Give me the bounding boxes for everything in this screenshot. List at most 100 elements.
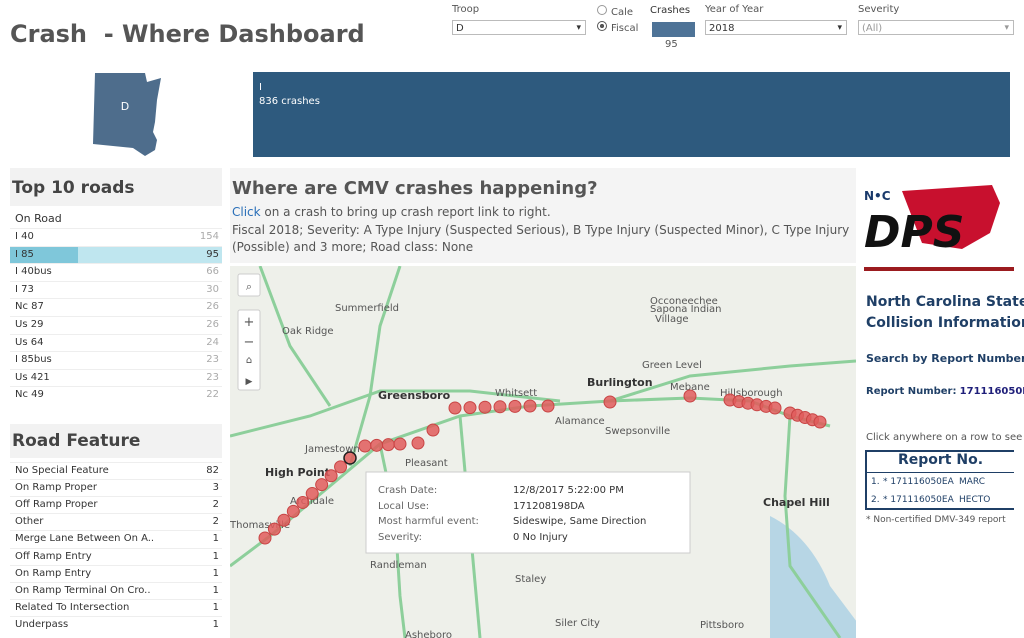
list-row[interactable]: Underpass 1 (10, 615, 222, 633)
list-row[interactable]: Nc 49 22 (10, 386, 222, 403)
troop-map[interactable]: D (85, 70, 165, 160)
report-row[interactable]: 1. * 171116050EA MARC (867, 473, 1014, 491)
troop-shape[interactable] (93, 73, 161, 156)
report-cell: HECTO (959, 495, 991, 505)
divider (864, 267, 1014, 271)
row-label: Us 421 (15, 371, 50, 383)
crash-point[interactable] (683, 389, 697, 403)
report-row[interactable]: 2. * 171116050EA HECTO (867, 491, 1014, 508)
year-select[interactable]: 2018 (705, 20, 847, 36)
report-number: 171116050EA (959, 386, 1024, 397)
place-label: Asheboro (405, 630, 452, 638)
crash-point[interactable] (324, 469, 338, 483)
radio-option[interactable]: Fiscal (597, 21, 638, 34)
tooltip-label: Most harmful event: (378, 516, 479, 527)
map[interactable]: ⌕ + − ⌂ ▶ Summerfield Oak Ridge Greensboro Burl… (230, 266, 856, 638)
radio-option[interactable]: Cale (597, 5, 633, 18)
crash-point[interactable] (493, 400, 507, 414)
list-row[interactable]: Us 64 24 (10, 333, 222, 351)
instruction-text: on a crash to bring up crash report link… (260, 205, 551, 219)
svg-text:⌕: ⌕ (246, 280, 252, 293)
row-label: I 40 (15, 231, 34, 242)
row-label: On Ramp Proper (15, 482, 97, 494)
list-row[interactable]: I 40bus 66 (10, 263, 222, 280)
crash-point[interactable] (305, 487, 319, 501)
selected-crash (343, 451, 357, 465)
crash-point[interactable] (523, 399, 537, 413)
row-label: Us 29 (15, 319, 44, 330)
crash-point[interactable] (381, 438, 395, 452)
crash-point[interactable] (370, 438, 384, 452)
crash-point[interactable] (463, 401, 477, 415)
crash-point[interactable] (603, 395, 617, 409)
place-label: Jamestown (304, 444, 360, 455)
list-row[interactable]: I 40 154 (10, 228, 222, 245)
list-row[interactable]: Related To Intersection 1 (10, 598, 222, 616)
place-label: Siler City (555, 618, 600, 629)
list-row[interactable]: Us 421 23 (10, 368, 222, 386)
troop-select[interactable]: D (452, 20, 586, 36)
list-row[interactable]: On Ramp Terminal On Cro.. 1 (10, 581, 222, 599)
filter-label: Year of Year (705, 4, 764, 15)
row-label: No Special Feature (15, 465, 109, 476)
title-line: Collision Information (866, 315, 1024, 331)
place-label: High Point (265, 466, 330, 479)
summary-bar[interactable]: I 836 crashes (253, 72, 1010, 157)
tooltip: Crash Date: 12/8/2017 5:22:00 PM Local Use… (366, 472, 690, 553)
list-row[interactable]: Us 29 26 (10, 316, 222, 333)
row-value: 26 (206, 319, 219, 330)
footnote: * Non-certified DMV-349 report (866, 515, 1006, 525)
list-row[interactable]: On Ramp Proper 3 (10, 479, 222, 496)
report-cell: 2. (871, 495, 880, 505)
list-row[interactable]: I 85bus 23 (10, 351, 222, 368)
row-value: 2 (212, 499, 219, 511)
crash-point[interactable] (296, 495, 310, 509)
crash-point[interactable] (315, 478, 329, 492)
list-row[interactable]: On Ramp Entry 1 (10, 564, 222, 582)
crash-point[interactable] (334, 460, 348, 474)
tooltip-label: Severity: (378, 531, 422, 543)
list-row[interactable]: Merge Lane Between On A.. 1 (10, 530, 222, 547)
svg-text:+: + (244, 315, 255, 330)
list-row[interactable]: Nc 87 26 (10, 298, 222, 315)
crash-point[interactable] (358, 439, 372, 453)
row-value: 95 (206, 248, 219, 260)
report-table: Report No. 1. * 171116050EA MARC 2. * 171116… (865, 450, 1014, 510)
list-row[interactable]: Other 2 (10, 513, 222, 530)
tooltip-value: 0 No Injury (513, 531, 568, 543)
severity-select[interactable]: (All) (858, 20, 1014, 36)
crash-point[interactable] (411, 436, 425, 450)
list-row[interactable]: No Special Feature 82 (10, 462, 222, 479)
report-cell: MARC (959, 477, 986, 487)
panel-title: Road Feature (10, 424, 222, 458)
crash-point[interactable] (267, 522, 281, 536)
report-cell: * 171116050EA (883, 495, 954, 505)
crash-point[interactable] (541, 399, 555, 413)
hint: Click anywhere on a row to see a (866, 432, 1024, 443)
crash-point[interactable] (768, 401, 782, 415)
report-title: North Carolina State Collision Informati… (866, 292, 1024, 334)
crash-point[interactable] (258, 531, 272, 545)
logo-text: DPS (864, 207, 964, 255)
crash-point[interactable] (286, 504, 300, 518)
list-row[interactable]: I 85 95 (10, 245, 222, 263)
list-row[interactable]: Off Ramp Proper 2 (10, 496, 222, 513)
crash-point[interactable] (426, 423, 440, 437)
place-label: Whitsett (495, 388, 537, 399)
crash-point[interactable] (813, 415, 827, 429)
filter-text: Fiscal 2018; Severity: A Type Injury (Su… (232, 223, 850, 254)
list-row[interactable]: I 73 30 (10, 280, 222, 298)
crash-point[interactable] (277, 513, 291, 527)
place-label: Sapona Indian (650, 304, 721, 315)
link[interactable]: Click (232, 205, 261, 219)
row-label: Merge Lane Between On A.. (15, 533, 155, 545)
crash-point[interactable] (448, 401, 462, 415)
svg-text:▶: ▶ (246, 377, 253, 387)
row-label: On Ramp Entry (15, 567, 92, 579)
crash-point[interactable] (508, 399, 522, 413)
crash-point[interactable] (478, 400, 492, 414)
crash-point[interactable] (393, 437, 407, 451)
list-row[interactable]: Off Ramp Entry 1 (10, 547, 222, 565)
row-value: 30 (206, 283, 219, 295)
